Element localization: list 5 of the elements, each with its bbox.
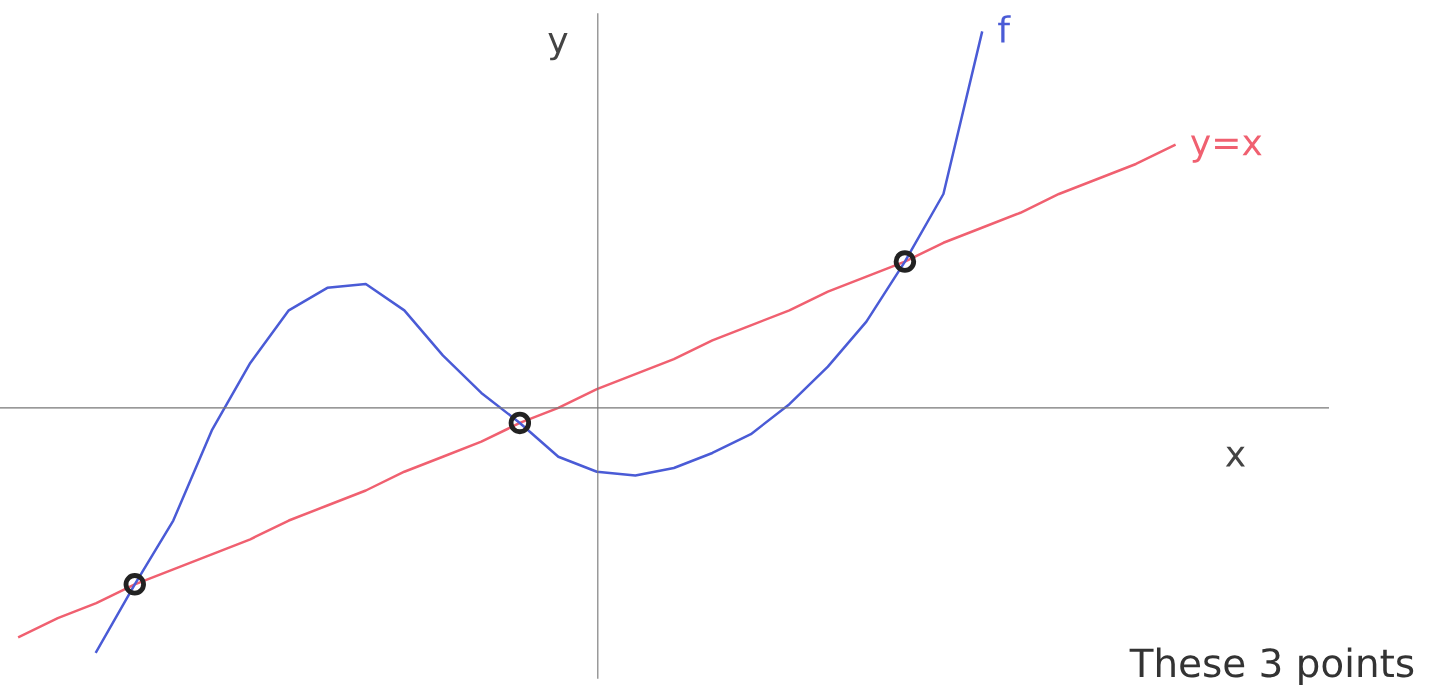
series-label: f [998,15,1011,43]
series-label: y=x [1190,135,1262,163]
y-axis-title: y [548,33,568,61]
x-axis-title: x [1225,446,1245,467]
annotation: These 3 points [1129,647,1414,686]
